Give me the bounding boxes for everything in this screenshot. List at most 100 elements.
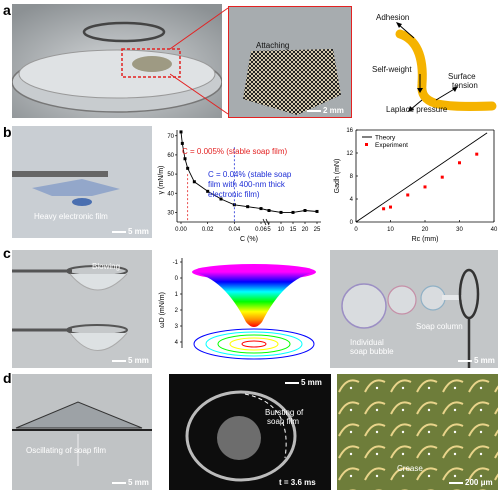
gamma-point	[279, 210, 283, 214]
bubble-column-photo: Soap column Individual soap bubble 5 mm	[330, 250, 498, 368]
surface-ticks: -1 0 1 2 3 4	[173, 260, 182, 346]
gamma-ytick-label: 70	[167, 134, 174, 140]
laplace-label: Laplace pressure	[386, 105, 448, 114]
annot-blue-1: C = 0.04% (stable soap	[208, 170, 292, 179]
gamma-point	[183, 157, 187, 161]
panel-letter-b: b	[3, 124, 12, 140]
adhesion-label: Adhesion	[376, 13, 410, 22]
scale-bar-c-right: 5 mm	[458, 356, 495, 365]
zoomed-film-photo: Attaching 2 mm	[228, 6, 352, 118]
experiment-point	[423, 185, 427, 189]
scale-bar-d-right: 200 μm	[449, 478, 493, 487]
bursting-photo: Bursting of soap film 5 mm t = 3.6 ms	[169, 374, 331, 490]
heavy-film-photo: Heavy electronic film 5 mm	[12, 126, 152, 238]
surface-tension-chart: 0.00 0.02 0.04 0.06 5 10 15 20 25 30 40 50 60 70 γ (m…	[158, 130, 321, 243]
gamma-xtick-label: 0.04	[228, 227, 240, 233]
legend-theory: Theory	[375, 135, 396, 142]
gamma-point	[192, 180, 196, 184]
oscillating-photo: Oscillating of soap film 5 mm	[12, 374, 152, 490]
adh-ytick-label: 0	[350, 220, 354, 226]
experiment-point	[382, 207, 386, 211]
surface-zlabel: ωD (mN/m)	[159, 292, 166, 328]
gamma-ytick-label: 30	[167, 210, 174, 216]
gamma-point	[179, 130, 183, 134]
scale-bar-c-left: 5 mm	[112, 356, 149, 365]
zoom-lines	[170, 7, 229, 115]
gamma-xtick-label: 25	[314, 227, 321, 233]
gamma-xtick-label: 20	[302, 227, 309, 233]
gamma-point	[315, 209, 319, 213]
gamma-ytick-label: 40	[167, 191, 174, 197]
experiment-point	[475, 152, 479, 156]
gamma-point	[259, 207, 263, 211]
adh-ylabel: Gadh (mN)	[334, 159, 341, 194]
adh-xtick-label: 40	[491, 227, 498, 233]
crease-drawing	[337, 374, 498, 490]
bubble-column-drawing	[330, 250, 498, 368]
gamma-point	[303, 209, 307, 212]
axis-break	[265, 218, 270, 226]
adh-xtick-label: 20	[422, 227, 429, 233]
gamma-xtick-label: 15	[290, 227, 297, 233]
individual-label-1: Individual	[350, 338, 384, 347]
gamma-ylabel: γ (mN/m)	[158, 166, 165, 195]
bursting-label-2: soap film	[267, 417, 300, 426]
adh-ytick-label: 4	[350, 197, 354, 203]
gamma-point	[206, 189, 210, 193]
gamma-ytick-label: 50	[167, 172, 174, 178]
gamma-xtick-label: 0.02	[202, 227, 214, 233]
individual-label-2: soap bubble	[350, 347, 394, 356]
petri-dish-photo	[12, 4, 222, 118]
crease-photo: Crease 200 μm	[337, 374, 498, 490]
experiment-point	[458, 161, 461, 165]
checker-film-drawing	[229, 7, 351, 117]
adhesion-chart: 0 10 20 30 40 0 4 8 12 16 Theory Experiment Gadh …	[334, 128, 498, 243]
attaching-label: Attaching	[256, 41, 290, 50]
experiment-point	[440, 175, 444, 179]
heavy-film-label: Heavy electronic film	[34, 212, 108, 221]
force-diagram	[395, 22, 497, 112]
panel-letter-d: d	[3, 370, 12, 386]
surface-ztick-label: -1	[173, 260, 179, 266]
adh-xtick-label: 30	[456, 227, 463, 233]
gamma-point	[180, 141, 184, 145]
panel-letter-a: a	[3, 2, 11, 18]
omega-surface-plot: -1 0 1 2 3 4 ωD (mN/m)	[159, 258, 316, 360]
legend-experiment: Experiment	[375, 142, 408, 149]
scale-bar-a: 2 mm	[307, 106, 344, 115]
experiment-point	[389, 205, 392, 209]
scale-bar-d-left: 5 mm	[112, 478, 149, 487]
experiment-point	[406, 193, 410, 197]
gamma-point	[186, 166, 190, 170]
petri-dish-drawing	[12, 4, 222, 118]
gamma-point	[291, 210, 295, 214]
surface-ztick-label: 3	[175, 324, 179, 330]
annot-blue-3: electronic film)	[208, 190, 260, 199]
bursting-label-1: Bursting of	[265, 408, 304, 417]
gamma-axes	[176, 130, 321, 223]
axis-break	[262, 218, 267, 226]
oscillating-label: Oscillating of soap film	[26, 446, 107, 455]
heavy-film-drawing	[12, 126, 152, 238]
gamma-ytick-label: 60	[167, 153, 174, 159]
surface-ztick-label: 1	[175, 292, 179, 298]
scale-bar-d-mid: 5 mm	[285, 378, 322, 387]
crease-label: Crease	[397, 464, 423, 473]
surface-label: Surface	[448, 72, 476, 81]
panel-letter-c: c	[3, 245, 11, 261]
adh-xlabel: Rc (mm)	[412, 236, 439, 243]
gamma-marks: 0.00 0.02 0.04 0.06 5 10 15 20 25 30 40 50 60 70	[167, 130, 321, 233]
adh-xtick-label: 0	[354, 227, 358, 233]
gamma-point	[246, 205, 250, 209]
adh-xtick-label: 10	[387, 227, 394, 233]
gamma-xtick-label: 0.06	[255, 227, 267, 233]
adh-ytick-label: 16	[346, 128, 353, 134]
blowing-drawing	[12, 250, 152, 368]
gamma-xtick-label: 10	[278, 227, 285, 233]
adh-ytick-label: 12	[346, 151, 353, 157]
gamma-xtick-label: 5	[267, 227, 271, 233]
blowing-label: Blowing	[92, 262, 121, 271]
gamma-point	[219, 197, 223, 201]
oscillating-drawing	[12, 374, 152, 490]
blowing-photo: Blowing 5 mm	[12, 250, 152, 368]
